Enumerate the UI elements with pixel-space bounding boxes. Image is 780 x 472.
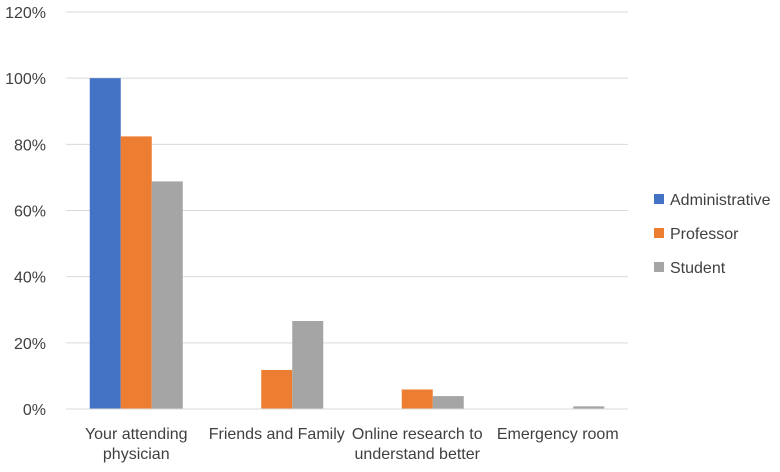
bar-administrative-0 [89, 78, 121, 410]
y-tick-label: 20% [14, 336, 46, 353]
x-category-label: Emergency room [497, 426, 619, 443]
bar-student-3 [573, 406, 605, 409]
y-tick-label: 120% [5, 5, 46, 22]
legend-label: Professor [670, 226, 739, 243]
y-tick-label: 40% [14, 270, 46, 287]
x-category-label: Friends and Family [209, 426, 345, 443]
y-axis-tick-labels: 0% 20% 40% 60% 80% 100% 120% [5, 5, 46, 419]
bars [89, 78, 605, 410]
legend-item-professor: Professor [654, 226, 739, 243]
y-tick-label: 60% [14, 204, 46, 221]
legend-item-administrative: Administrative [654, 192, 771, 209]
x-axis-category-labels: Your attending physician Friends and Famil… [85, 426, 619, 463]
y-tick-label: 0% [23, 402, 46, 419]
legend-swatch [654, 194, 664, 204]
legend: Administrative Professor Student [654, 192, 771, 277]
legend-swatch [654, 262, 664, 272]
bar-student-0 [151, 181, 183, 409]
bar-student-2 [432, 396, 464, 409]
y-tick-label: 100% [5, 71, 46, 88]
legend-label: Student [670, 260, 726, 277]
legend-item-student: Student [654, 260, 726, 277]
bar-student-1 [292, 320, 324, 409]
x-category-label: Your attending physician [85, 426, 188, 463]
legend-label: Administrative [670, 192, 771, 209]
x-category-label: Online research to understand better [352, 426, 483, 463]
y-tick-label: 80% [14, 137, 46, 154]
bar-professor-0 [120, 136, 152, 410]
bar-professor-1 [261, 369, 293, 409]
legend-swatch [654, 228, 664, 238]
bar-professor-2 [401, 389, 433, 409]
